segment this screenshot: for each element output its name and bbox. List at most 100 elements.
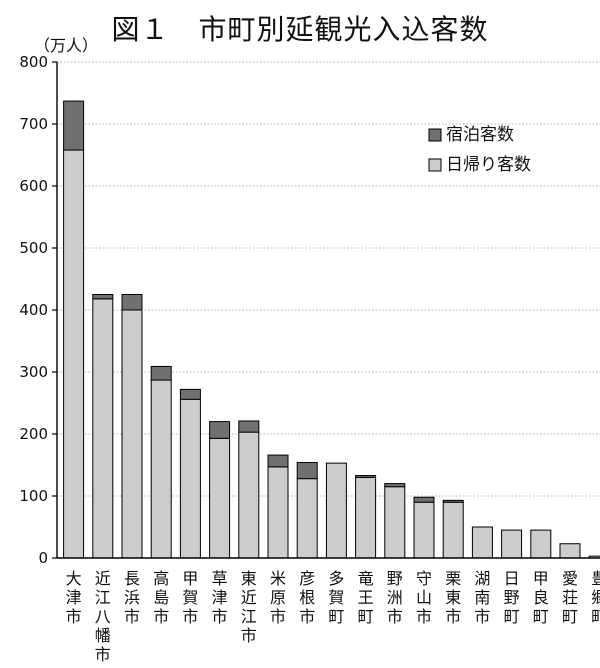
category-label-char: 町	[358, 607, 374, 626]
bar-daytrip	[530, 529, 552, 559]
category-label-char: 市	[153, 607, 169, 626]
category-label-char: 南	[474, 588, 490, 607]
y-tick-label: 0	[38, 549, 48, 567]
category-label: 米	[270, 569, 286, 588]
y-tick-label: 200	[19, 425, 48, 443]
bar-overnight	[63, 100, 85, 151]
category-label-char: 町	[504, 607, 520, 626]
category-label-char: 市	[387, 607, 403, 626]
bar-daytrip	[384, 486, 406, 559]
category-label-char: 津	[66, 588, 82, 607]
y-tick-label: 400	[19, 301, 48, 319]
category-label-char: 町	[562, 607, 578, 626]
y-tick-label: 800	[19, 53, 48, 71]
bar-daytrip	[413, 501, 435, 559]
category-label: 草	[212, 569, 228, 588]
bar-overnight	[92, 294, 114, 300]
category-label: 多	[328, 569, 344, 588]
category-label-char: 浜	[124, 588, 140, 607]
bar-overnight	[150, 365, 172, 381]
category-label-char: 賀	[182, 588, 198, 607]
axes: 0 100 200 300 400 500 600 700 800	[19, 53, 600, 567]
category-label-char: 市	[95, 645, 111, 664]
category-label: 日	[504, 569, 520, 588]
category-label-char: 市	[182, 607, 198, 626]
category-label-char: 山	[416, 588, 432, 607]
y-tick-label: 100	[19, 487, 48, 505]
bar-daytrip	[325, 462, 347, 559]
category-label-char: 町	[328, 607, 344, 626]
category-label: 長	[124, 569, 140, 588]
bar-daytrip	[209, 437, 231, 559]
bar-daytrip	[355, 476, 377, 559]
category-label-char: 市	[416, 607, 432, 626]
y-tick-label: 500	[19, 239, 48, 257]
bar-overnight	[267, 454, 289, 468]
legend-swatch	[428, 128, 442, 142]
bar-daytrip	[179, 398, 201, 559]
bar-overnight	[384, 483, 406, 488]
category-labels: 大津市近江八幡市長浜市高島市甲賀市草津市東近江市米原市彦根市多賀町竜王町野洲市守…	[66, 569, 600, 664]
category-label-char: 町	[533, 607, 549, 626]
category-label-char: 江	[95, 588, 111, 607]
category-label: 甲	[182, 569, 198, 588]
y-tick-label: 600	[19, 177, 48, 195]
category-label-char: 市	[474, 607, 490, 626]
category-label-char: 賀	[328, 588, 344, 607]
category-label-char: 市	[124, 607, 140, 626]
bars	[63, 100, 600, 559]
legend-label: 宿泊客数	[446, 125, 514, 145]
category-label-char: 津	[212, 588, 228, 607]
category-label-char: 王	[358, 588, 374, 607]
category-label: 愛	[562, 569, 578, 588]
category-label-char: 市	[66, 607, 82, 626]
bar-overnight	[442, 499, 464, 503]
category-label: 守	[416, 569, 432, 588]
bar-daytrip	[63, 149, 85, 559]
y-tick-label: 300	[19, 363, 48, 381]
bar-daytrip	[267, 466, 289, 559]
chart-title: 図１ 市町別延観光入込客数	[111, 13, 489, 46]
bar-overnight	[296, 462, 318, 480]
bar-daytrip	[501, 529, 523, 559]
bar-overnight	[179, 388, 201, 400]
category-label-char: 根	[299, 588, 315, 607]
bar-overnight	[209, 421, 231, 439]
category-label-char: 荘	[562, 588, 578, 607]
gridlines	[57, 61, 600, 497]
category-label-char: 近	[241, 588, 257, 607]
category-label-char: 野	[504, 588, 520, 607]
bar-daytrip	[471, 526, 493, 559]
bar-daytrip	[150, 379, 172, 559]
category-label-char: 市	[270, 607, 286, 626]
category-label: 豊	[591, 569, 600, 588]
category-label: 湖	[474, 569, 490, 588]
legend-label: 日帰り客数	[446, 155, 531, 175]
category-label-char: 町	[591, 607, 600, 626]
category-label: 野	[387, 569, 403, 588]
bar-daytrip	[442, 501, 464, 559]
category-label-char: 洲	[387, 588, 403, 607]
category-label-char: 幡	[95, 626, 111, 645]
bar-overnight	[413, 496, 435, 503]
category-label: 近	[95, 569, 111, 588]
category-label-char: 市	[445, 607, 461, 626]
bar-overnight	[121, 294, 143, 311]
bar-daytrip	[296, 478, 318, 559]
category-label: 甲	[533, 569, 549, 588]
category-label-char: 島	[153, 588, 169, 607]
y-tick-label: 700	[19, 115, 48, 133]
category-label-char: 市	[212, 607, 228, 626]
category-label: 大	[66, 569, 82, 588]
category-label-char: 良	[533, 588, 549, 607]
category-label-char: 東	[445, 588, 461, 607]
category-label-char: 市	[241, 626, 257, 645]
category-label: 栗	[445, 569, 461, 588]
bar-daytrip	[92, 298, 114, 559]
legend-swatch	[428, 158, 442, 172]
category-label-char: 市	[299, 607, 315, 626]
category-label-char: 八	[95, 607, 111, 626]
